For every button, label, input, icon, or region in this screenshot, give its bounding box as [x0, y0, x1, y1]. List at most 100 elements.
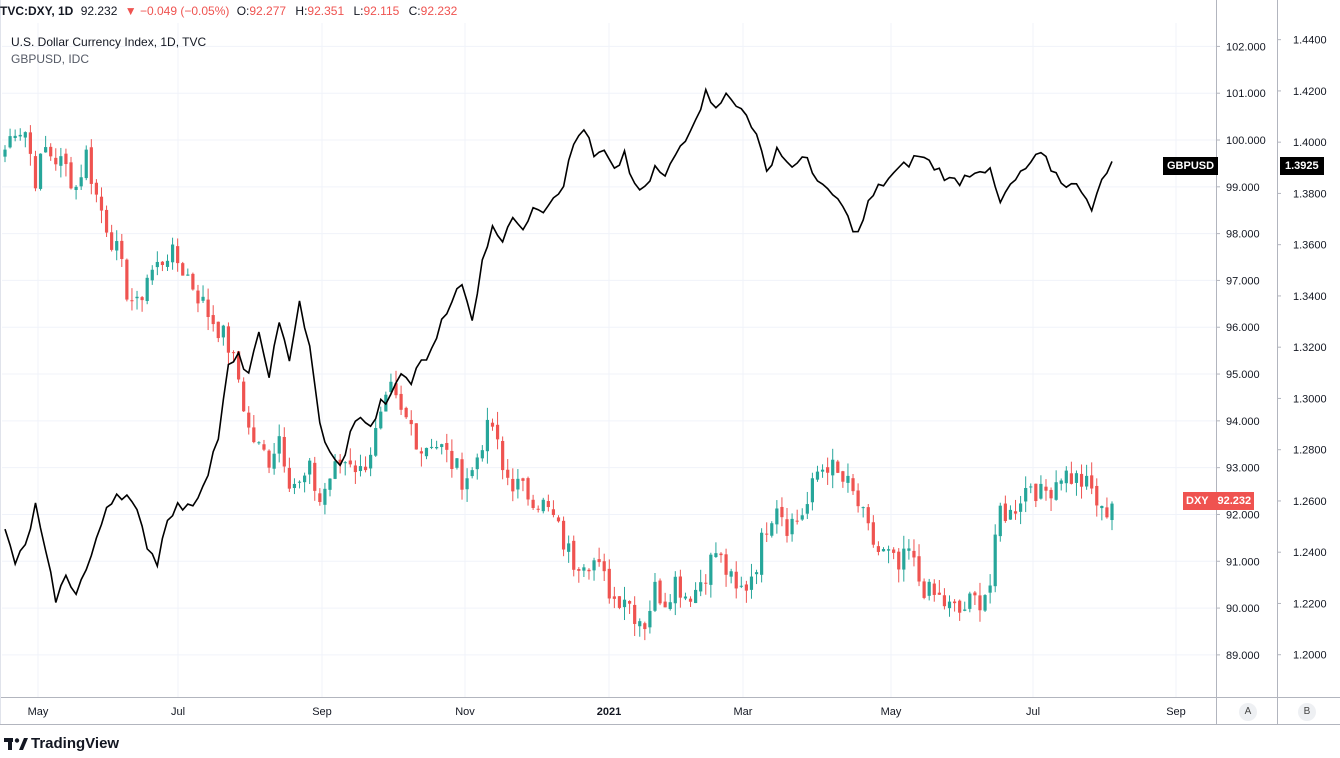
dxy-candle-body [846, 475, 850, 483]
dxy-candle-body [952, 601, 957, 604]
gbpusd-tick-label: 1.2800 [1293, 445, 1327, 457]
x-tick-label: Mar [734, 706, 753, 718]
dxy-candle-body [389, 381, 393, 393]
dxy-candle-body [125, 259, 129, 300]
dxy-tick-label: 89.000 [1226, 650, 1260, 662]
dxy-candle-body [33, 156, 38, 189]
dxy-candle-body [348, 460, 352, 465]
dxy-candle-body [851, 478, 855, 492]
dxy-candle-body [597, 559, 601, 563]
dxy-candle-body [236, 351, 241, 380]
dxy-candle-body [501, 440, 505, 471]
dxy-candle-body [531, 499, 535, 508]
dxy-candle-body [74, 186, 78, 190]
dxy-candle-body [897, 551, 901, 570]
x-tick-label: May [881, 706, 902, 718]
gbpusd-tick-label: 1.3600 [1293, 240, 1327, 252]
dxy-candle-body [445, 442, 449, 450]
close-value: 92.232 [420, 4, 458, 18]
dxy-candle-body [419, 451, 423, 454]
dxy-candle-body [145, 277, 149, 302]
dxy-candle-body [1024, 488, 1028, 502]
dxy-candle-body [379, 411, 383, 429]
symbol-info-bar: TVC:DXY, 1D 92.232 ▼ −0.049 (−0.05%) O:9… [0, 0, 463, 22]
high-label: H: [295, 4, 308, 18]
gbpusd-tick-label: 1.4200 [1293, 86, 1327, 98]
dxy-candle-body [556, 517, 561, 522]
dxy-candle-body [881, 549, 886, 552]
gbpusd-tag-value: 1.3925 [1285, 160, 1319, 172]
dxy-candle-body [820, 469, 825, 472]
dxy-candle-body [181, 263, 185, 276]
dxy-candle-body [399, 393, 403, 410]
dxy-candle-body [734, 571, 738, 589]
dxy-tag-label: DXY [1186, 495, 1209, 507]
dxy-candle-body [495, 424, 500, 440]
scale-b-button[interactable]: B [1298, 703, 1316, 721]
x-tick-label: Sep [1166, 706, 1186, 718]
dxy-candle-body [942, 595, 947, 607]
dxy-candle-body [633, 604, 637, 624]
dxy-candle-body [1074, 473, 1079, 483]
dxy-candle-body [668, 602, 672, 610]
dxy-candle-body [511, 478, 515, 492]
dxy-tick-label: 93.000 [1226, 463, 1260, 475]
dxy-candle-body [744, 584, 748, 591]
dxy-candle-body [267, 450, 271, 468]
dxy-candle-body [409, 419, 413, 425]
dxy-candle-body [1039, 483, 1043, 499]
dxy-candle-body [287, 467, 291, 489]
legend-overlay-series[interactable]: GBPUSD, IDC [11, 52, 90, 66]
dxy-candle-body [191, 273, 195, 290]
dxy-candle-body [826, 467, 830, 473]
dxy-candle-body [1013, 511, 1018, 514]
symbol-name[interactable]: TVC:DXY, 1D [0, 4, 74, 18]
dxy-candle-body [871, 522, 875, 545]
dxy-candle-body [627, 601, 632, 604]
gbpusd-series-tag: GBPUSD [1163, 157, 1219, 175]
dxy-candle-body [1064, 470, 1068, 484]
dxy-tick-label: 99.000 [1226, 182, 1260, 194]
dxy-candle-body [196, 290, 200, 304]
x-tick-label: Sep [312, 706, 332, 718]
gbpusd-tick-label: 1.4000 [1293, 137, 1327, 149]
dxy-candle-body [460, 459, 464, 490]
dxy-candle-body [79, 177, 83, 187]
dxy-candle-body [536, 508, 540, 510]
series-legend: U.S. Dollar Currency Index, 1D, TVC GBPU… [11, 34, 206, 68]
dxy-candle-body [470, 470, 474, 477]
dxy-candle-body [176, 246, 180, 264]
x-tick-label: Jul [171, 706, 185, 718]
dxy-candle-body [338, 459, 342, 465]
auto-scale-button[interactable]: A [1239, 703, 1257, 721]
gbpusd-tick-label: 1.2000 [1293, 650, 1327, 662]
gbpusd-tick-label: 1.2600 [1293, 496, 1327, 508]
dxy-candle-body [226, 326, 231, 353]
dxy-candle-body [18, 134, 22, 137]
dxy-candle-body [318, 493, 322, 503]
dxy-candle-body [216, 321, 220, 339]
dxy-candle-body [643, 623, 647, 630]
dxy-candle-body [937, 592, 941, 595]
dxy-axis-ticks: 102.000 101.000 100.000 99.000 98.000 97.000 9… [1216, 41, 1266, 662]
dxy-tick-label: 102.000 [1226, 41, 1266, 53]
dxy-candle-body [983, 595, 987, 611]
dxy-tick-label: 94.000 [1226, 416, 1260, 428]
dxy-candle-body [1100, 505, 1104, 509]
dxy-candle-body [739, 585, 743, 587]
dxy-candle-body [658, 580, 662, 604]
dxy-candle-body [206, 299, 210, 318]
gbpusd-price-tag: 1.3925 [1280, 157, 1324, 175]
dxy-candle-body [506, 469, 510, 478]
dxy-candle-body [927, 581, 931, 596]
dxy-candle-body [211, 315, 215, 325]
dxy-candle-body [282, 436, 286, 467]
dxy-candle-body [1034, 483, 1038, 502]
dxy-candle-body [94, 182, 99, 195]
dxy-candle-body [521, 478, 525, 481]
dxy-candle-body [59, 156, 63, 166]
tradingview-logo[interactable]: TradingView [4, 734, 119, 754]
legend-main-series[interactable]: U.S. Dollar Currency Index, 1D, TVC [11, 35, 207, 49]
dxy-candle-body [892, 549, 896, 553]
